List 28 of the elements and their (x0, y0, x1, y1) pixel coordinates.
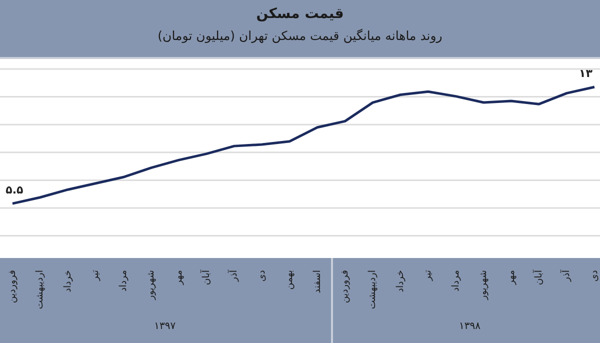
x-tick-label: آذر (560, 270, 572, 282)
text: ۱۳۹۷ (153, 321, 177, 332)
x-tick-label: خرداد (394, 270, 406, 292)
x-tick-label: خرداد (62, 270, 74, 292)
x-tick-label: فروردین (6, 270, 18, 304)
x-tick-label: اسفند (312, 270, 323, 294)
x-tick-label: اردیبهشت (367, 270, 378, 310)
data-label: ۱۳ (579, 66, 593, 80)
x-tick-label: شهریور (478, 270, 490, 301)
x-tick-label: اردیبهشت (34, 270, 46, 310)
x-tick-label: تیر (90, 270, 102, 282)
x-tick-label: آذر (228, 270, 240, 282)
x-tick-label: مرداد (118, 270, 129, 292)
x-tick-label: آبان (200, 270, 212, 286)
x-tick-label: دی (256, 270, 268, 282)
x-tick-label: مرداد (450, 270, 462, 292)
x-tick-label: فروردین (340, 270, 351, 304)
data-label: ۵.۵ (6, 184, 24, 197)
x-tick-label: بهمن (284, 270, 296, 290)
x-tick-label: مهر (173, 270, 184, 286)
chart-subtitle: روند ماهانه میانگین قیمت مسکن تهران (میلیون تومان) (156, 28, 444, 43)
x-tick-label: تیر (422, 270, 434, 282)
chart-title: قیمت مسکن (255, 6, 345, 22)
x-tick-label: آبان (532, 270, 545, 286)
x-tick-label: مهر (506, 270, 517, 286)
x-tick-label: شهریور (146, 270, 157, 301)
x-tick-label: دی (588, 270, 600, 282)
text: ۱۳۹۸ (458, 321, 482, 332)
